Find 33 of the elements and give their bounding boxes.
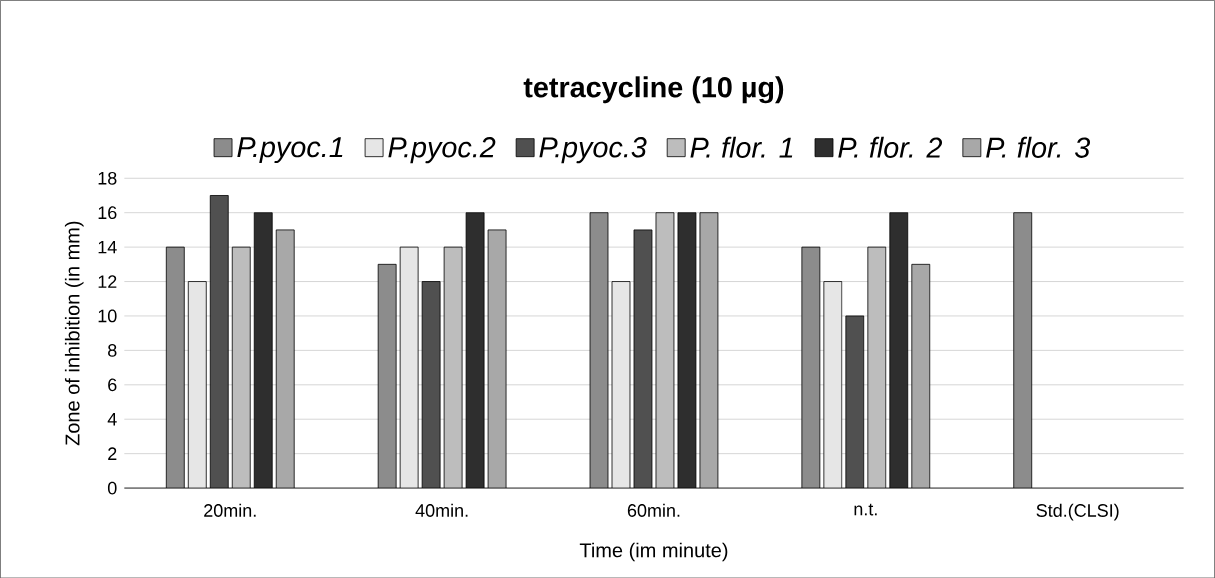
x-tick-label: 60min. xyxy=(627,503,680,517)
legend-label: P. flor. 1 xyxy=(690,136,793,158)
x-tick-label: 20min. xyxy=(204,503,256,517)
bar xyxy=(232,246,251,488)
bar xyxy=(1013,212,1033,488)
bar xyxy=(254,212,273,488)
x-tick-label: Std.(CLSI) xyxy=(1036,503,1119,521)
x-tick-label: 40min. xyxy=(415,503,468,517)
bar xyxy=(188,281,207,488)
y-tick-label: 10 xyxy=(98,309,117,323)
y-tick-label: 8 xyxy=(108,343,117,357)
y-tick-label: 12 xyxy=(98,275,117,288)
y-tick-label: 16 xyxy=(98,206,117,219)
legend-label: P.pyoc.1 xyxy=(237,137,343,163)
y-tick-label: 2 xyxy=(108,447,117,460)
bar xyxy=(166,246,185,488)
legend-label: P. flor. 3 xyxy=(986,136,1091,158)
x-axis-title: Time (im minute) xyxy=(579,542,728,562)
bar xyxy=(911,263,931,488)
bar xyxy=(867,246,887,488)
y-tick-label: 18 xyxy=(98,171,117,185)
y-tick-label: 14 xyxy=(98,240,117,254)
y-axis-title: Zone of inhibition (in mm) xyxy=(64,221,84,446)
y-tick-label: 0 xyxy=(107,481,117,495)
x-tick-label: n.t. xyxy=(854,503,877,516)
y-tick-label: 4 xyxy=(107,412,117,426)
chart-title: tetracycline (10 µg) xyxy=(523,76,784,104)
bar xyxy=(889,212,909,488)
legend-label: P.pyoc.3 xyxy=(539,136,647,163)
y-tick-label: 6 xyxy=(108,378,117,391)
bar xyxy=(276,229,295,488)
legend-label: P. flor. 2 xyxy=(838,136,943,158)
legend-label: P.pyoc.2 xyxy=(388,136,496,163)
